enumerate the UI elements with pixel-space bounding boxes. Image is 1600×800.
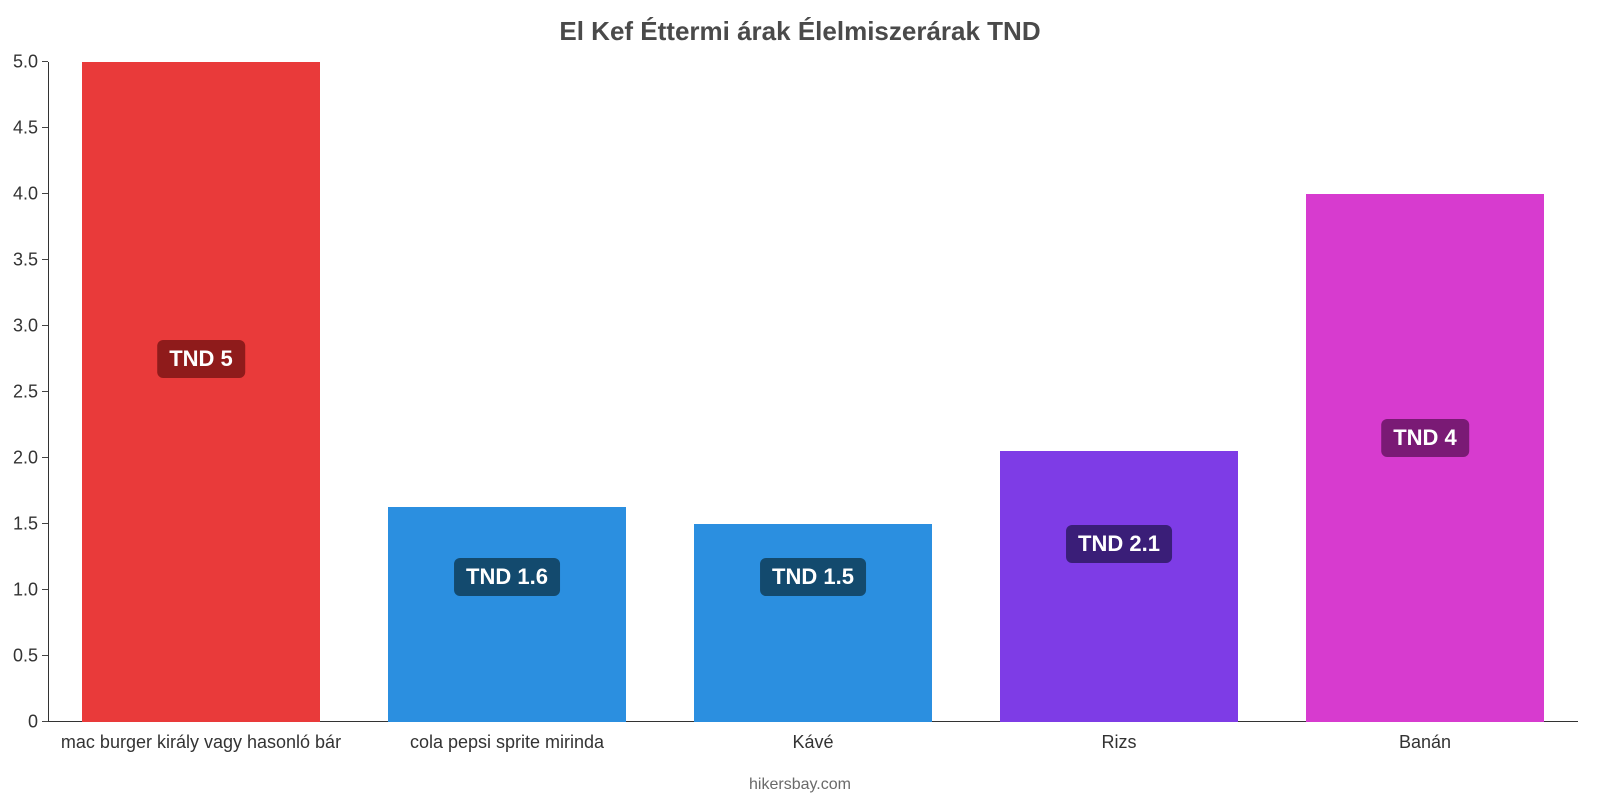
y-tick-mark bbox=[42, 325, 48, 326]
y-tick-label: 1.5 bbox=[13, 514, 48, 535]
y-axis-line bbox=[48, 62, 49, 722]
y-tick-label: 4.0 bbox=[13, 184, 48, 205]
y-tick-mark bbox=[42, 721, 48, 722]
y-tick-mark bbox=[42, 589, 48, 590]
chart-container: El Kef Éttermi árak Élelmiszerárak TND 0… bbox=[0, 0, 1600, 800]
y-tick-mark bbox=[42, 259, 48, 260]
value-badge: TND 1.6 bbox=[454, 558, 560, 596]
y-tick-mark bbox=[42, 193, 48, 194]
value-badge: TND 2.1 bbox=[1066, 525, 1172, 563]
chart-footer: hikersbay.com bbox=[0, 776, 1600, 794]
y-tick-label: 0.5 bbox=[13, 646, 48, 667]
plot-area: 00.51.01.52.02.53.03.54.04.55.0mac burge… bbox=[48, 62, 1578, 722]
bar bbox=[1000, 451, 1239, 722]
y-tick-mark bbox=[42, 655, 48, 656]
y-tick-label: 0 bbox=[28, 712, 48, 733]
bar bbox=[694, 524, 933, 722]
x-category-label: Banán bbox=[1399, 722, 1451, 753]
y-tick-label: 2.5 bbox=[13, 382, 48, 403]
y-tick-mark bbox=[42, 391, 48, 392]
x-category-label: Kávé bbox=[792, 722, 833, 753]
bar bbox=[388, 507, 627, 722]
y-tick-label: 3.5 bbox=[13, 250, 48, 271]
value-badge: TND 1.5 bbox=[760, 558, 866, 596]
x-category-label: cola pepsi sprite mirinda bbox=[410, 722, 604, 753]
value-badge: TND 4 bbox=[1381, 419, 1469, 457]
chart-title: El Kef Éttermi árak Élelmiszerárak TND bbox=[0, 16, 1600, 47]
y-tick-label: 4.5 bbox=[13, 118, 48, 139]
y-tick-mark bbox=[42, 523, 48, 524]
y-tick-mark bbox=[42, 457, 48, 458]
y-tick-label: 3.0 bbox=[13, 316, 48, 337]
value-badge: TND 5 bbox=[157, 340, 245, 378]
x-category-label: Rizs bbox=[1102, 722, 1137, 753]
y-tick-label: 2.0 bbox=[13, 448, 48, 469]
x-category-label: mac burger király vagy hasonló bár bbox=[61, 722, 341, 753]
bar bbox=[82, 62, 321, 722]
bar bbox=[1306, 194, 1545, 722]
y-tick-mark bbox=[42, 127, 48, 128]
y-tick-mark bbox=[42, 61, 48, 62]
y-tick-label: 1.0 bbox=[13, 580, 48, 601]
y-tick-label: 5.0 bbox=[13, 52, 48, 73]
